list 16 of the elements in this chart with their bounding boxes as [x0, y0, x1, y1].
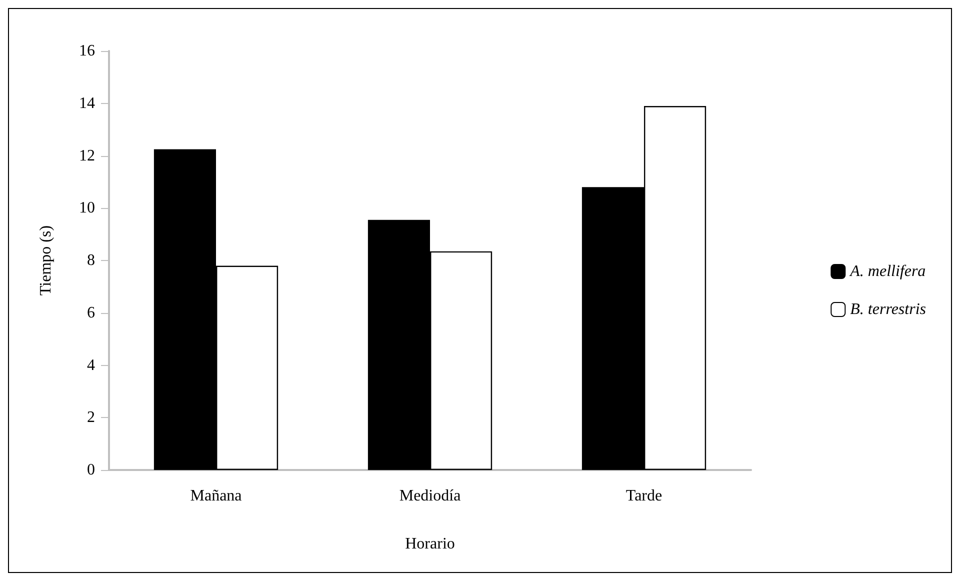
- y-tick-label: 6: [87, 304, 95, 322]
- y-tick-label: 16: [79, 42, 95, 60]
- y-tick-label: 12: [79, 147, 95, 164]
- x-tick-label: Mediodía: [399, 488, 461, 504]
- x-tick-label: Mañana: [190, 488, 242, 504]
- y-tick-label: 0: [87, 462, 95, 478]
- y-tick-label: 4: [87, 356, 95, 374]
- y-tick-label: 8: [87, 252, 95, 269]
- y-axis-title: Tiempo (s): [38, 225, 54, 296]
- x-axis-title: Horario: [405, 536, 455, 552]
- y-tick-label: 2: [87, 409, 95, 426]
- y-tick-label: 14: [79, 94, 95, 112]
- y-tick-label: 10: [79, 200, 95, 217]
- legend-label: A. mellifera: [849, 263, 926, 280]
- x-tick-label: Tarde: [626, 488, 662, 504]
- legend-label: B. terrestris: [850, 301, 926, 318]
